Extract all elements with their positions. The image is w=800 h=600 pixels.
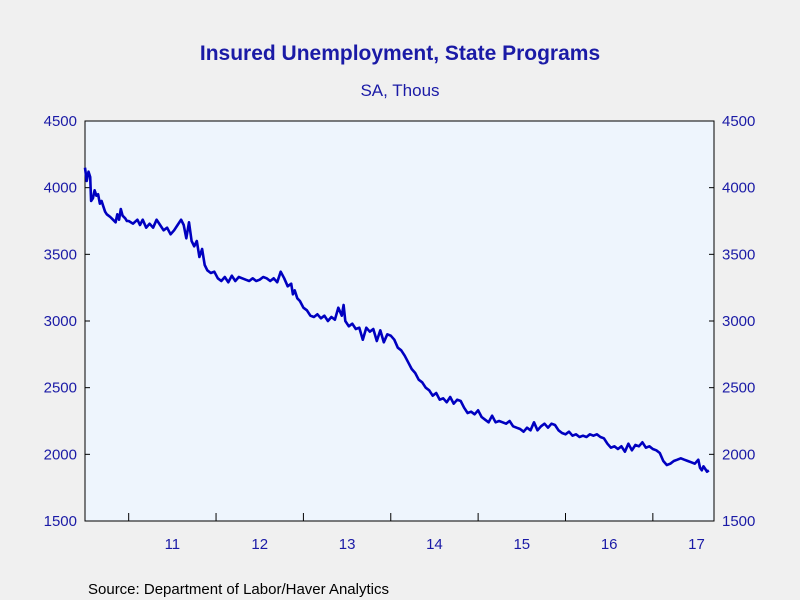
y-tick-label-right: 4500 bbox=[722, 113, 755, 130]
series-layer bbox=[83, 167, 710, 473]
y-tick-label-left: 4000 bbox=[44, 180, 77, 197]
y-tick-label-left: 3500 bbox=[44, 246, 77, 263]
y-tick-label-right: 2000 bbox=[722, 446, 755, 463]
x-tick-label-17: 17 bbox=[688, 536, 705, 553]
chart-subtitle: SA, Thous bbox=[360, 81, 439, 100]
series-line-0 bbox=[83, 167, 710, 473]
y-tick-label-left: 3000 bbox=[44, 313, 77, 330]
plot-area bbox=[84, 120, 715, 522]
y-axis-left: 1500 2000 2500 3000 3500 4000 4500 bbox=[44, 113, 90, 530]
y-tick-label-left: 2500 bbox=[44, 380, 77, 397]
y-tick-label-left: 2000 bbox=[44, 446, 77, 463]
x-tick-label-15: 15 bbox=[513, 536, 530, 553]
x-tick-label-14: 14 bbox=[426, 536, 443, 553]
y-tick-label-right: 3000 bbox=[722, 313, 755, 330]
x-tick-label-11: 11 bbox=[165, 536, 181, 553]
y-axis-right: 1500 2000 2500 3000 3500 4000 4500 bbox=[709, 113, 755, 530]
y-tick-label-right: 3500 bbox=[722, 246, 755, 263]
y-tick-label-right: 1500 bbox=[722, 513, 755, 530]
y-tick-label-right: 2500 bbox=[722, 380, 755, 397]
y-tick-label-right: 4000 bbox=[722, 180, 755, 197]
x-tick-label-13: 13 bbox=[339, 536, 356, 553]
y-tick-label-left: 4500 bbox=[44, 113, 77, 130]
x-tick-label-12: 12 bbox=[251, 536, 268, 553]
y-tick-label-left: 1500 bbox=[44, 513, 77, 530]
x-axis: 11 12 13 14 15 16 17 bbox=[128, 513, 705, 553]
chart-title: Insured Unemployment, State Programs bbox=[200, 42, 600, 65]
source-note: Source: Department of Labor/Haver Analyt… bbox=[88, 581, 389, 598]
x-tick-label-16: 16 bbox=[601, 536, 618, 553]
